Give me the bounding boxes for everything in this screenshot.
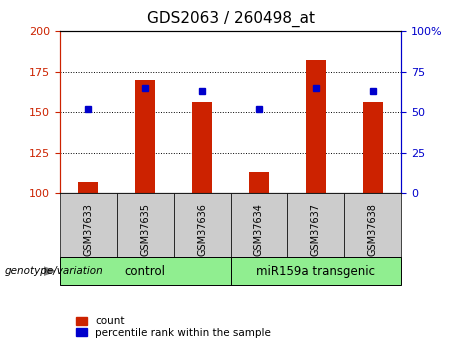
Text: control: control bbox=[125, 265, 165, 278]
Bar bbox=[135, 80, 155, 193]
Text: GSM37634: GSM37634 bbox=[254, 203, 264, 256]
Bar bbox=[78, 182, 98, 193]
Legend: count, percentile rank within the sample: count, percentile rank within the sample bbox=[74, 314, 273, 340]
Text: GSM37636: GSM37636 bbox=[197, 203, 207, 256]
Text: GSM37638: GSM37638 bbox=[367, 203, 378, 256]
Text: genotype/variation: genotype/variation bbox=[5, 266, 103, 276]
Bar bbox=[249, 172, 269, 193]
Text: miR159a transgenic: miR159a transgenic bbox=[256, 265, 375, 278]
Bar bbox=[306, 60, 326, 193]
Text: GSM37637: GSM37637 bbox=[311, 203, 321, 256]
Text: GSM37635: GSM37635 bbox=[140, 203, 150, 256]
Polygon shape bbox=[44, 267, 55, 275]
Text: GDS2063 / 260498_at: GDS2063 / 260498_at bbox=[147, 10, 314, 27]
Text: GSM37633: GSM37633 bbox=[83, 203, 94, 256]
Bar bbox=[363, 102, 383, 193]
Bar bbox=[192, 102, 212, 193]
